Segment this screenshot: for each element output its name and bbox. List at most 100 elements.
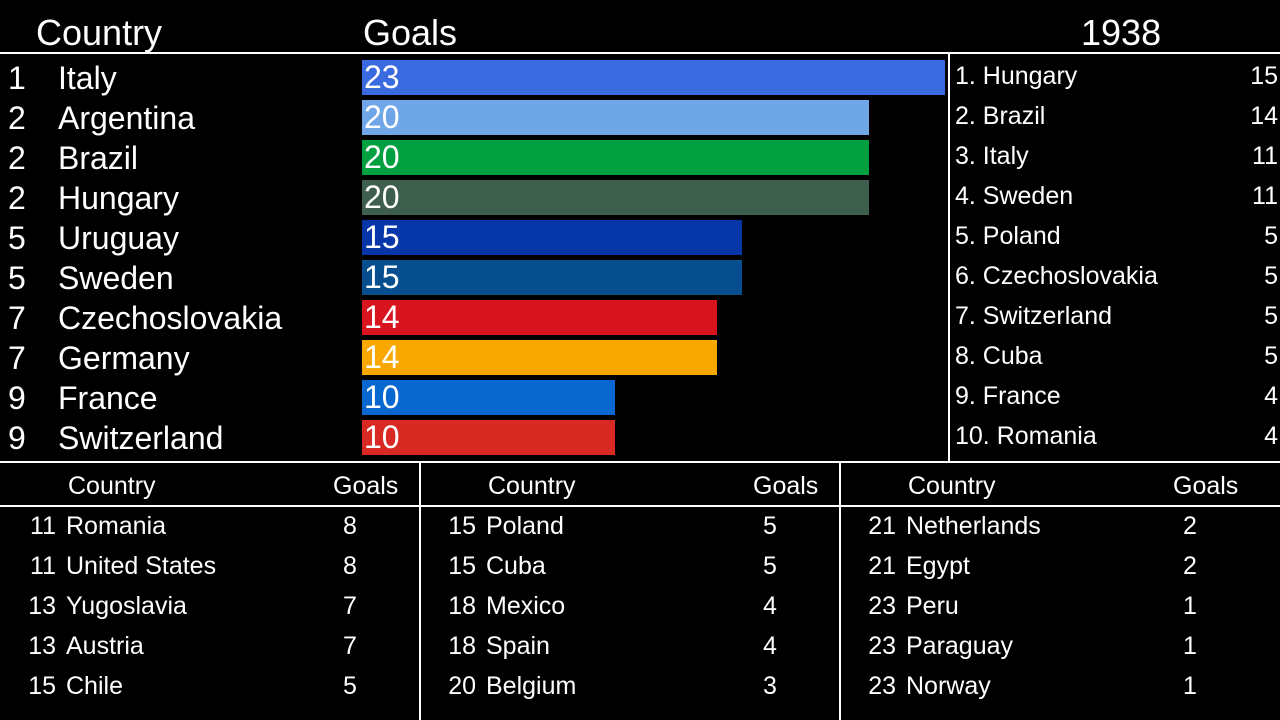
bar-value-label: 14: [364, 299, 400, 335]
table-country: Spain: [486, 632, 550, 660]
table-rank: 11: [30, 512, 56, 540]
bar-brazil: 20: [362, 140, 869, 175]
bar-hungary: 20: [362, 180, 869, 215]
bar-value-label: 20: [364, 99, 400, 135]
bar-value-label: 10: [364, 419, 400, 455]
category-label: Italy: [58, 60, 117, 96]
bar-uruguay: 15: [362, 220, 742, 255]
rank-label: 7: [8, 340, 26, 376]
table-row: 21 Netherlands 2: [864, 506, 1234, 546]
year-table-row: 3. Italy 11: [955, 136, 1278, 176]
table-goals: 1: [1183, 632, 1197, 660]
lower-table-country-header: Country: [908, 472, 996, 500]
bar-switzerland: 10: [362, 420, 615, 455]
rank-label: 2: [8, 100, 26, 136]
year-table-row: 10. Romania 4: [955, 416, 1278, 456]
table-goals: 5: [343, 672, 357, 700]
bar-france: 10: [362, 380, 615, 415]
bar-value-label: 15: [364, 259, 400, 295]
year-table-row: 9. France 4: [955, 376, 1278, 416]
table-row: 18 Spain 4: [444, 626, 814, 666]
table-goals: 3: [763, 672, 777, 700]
table-goals: 4: [763, 592, 777, 620]
rank-label: 7: [8, 300, 26, 336]
year-table-country: 5. Poland: [955, 222, 1061, 250]
bar-czechoslovakia: 14: [362, 300, 717, 335]
table-row: 23 Paraguay 1: [864, 626, 1234, 666]
year-table-row: 8. Cuba 5: [955, 336, 1278, 376]
category-label: Switzerland: [58, 420, 224, 456]
table-goals: 8: [343, 552, 357, 580]
year-table-country: 2. Brazil: [955, 102, 1046, 130]
bar-value-label: 23: [364, 59, 400, 95]
lower-column-divider-1: [419, 461, 421, 720]
year-table-row: 7. Switzerland 5: [955, 296, 1278, 336]
table-row: 15 Cuba 5: [444, 546, 814, 586]
category-label: Brazil: [58, 140, 139, 176]
year-table-country: 8. Cuba: [955, 342, 1043, 370]
table-country: Egypt: [906, 552, 970, 580]
table-goals: 2: [1183, 512, 1197, 540]
table-country: Austria: [66, 632, 144, 660]
year-table-goals: 11: [1252, 142, 1278, 170]
table-row: 13 Austria 7: [24, 626, 394, 666]
bar-value-label: 20: [364, 139, 400, 175]
lower-table-goals-header: Goals: [333, 472, 399, 500]
year-table-goals: 5: [1264, 262, 1278, 290]
table-rank: 21: [868, 512, 896, 540]
table-country: Yugoslavia: [66, 592, 187, 620]
bar-argentina: 20: [362, 100, 869, 135]
table-rank: 23: [868, 592, 896, 620]
table-country: Peru: [906, 592, 959, 620]
table-goals: 7: [343, 632, 357, 660]
table-rank: 13: [28, 632, 56, 660]
bar-value-label: 15: [364, 219, 400, 255]
lower-table-country-header: Country: [488, 472, 576, 500]
table-country: Chile: [66, 672, 123, 700]
year-label: 1938: [1081, 12, 1162, 53]
table-goals: 1: [1183, 592, 1197, 620]
table-row: 15 Chile 5: [24, 666, 394, 706]
category-label: France: [58, 380, 158, 416]
table-country: United States: [66, 552, 217, 580]
year-table-goals: 15: [1250, 62, 1278, 90]
table-country: Norway: [906, 672, 991, 700]
table-goals: 1: [1183, 672, 1197, 700]
table-rank: 23: [868, 672, 896, 700]
table-country: Netherlands: [906, 512, 1041, 540]
table-country: Poland: [486, 512, 564, 540]
table-country: Cuba: [486, 552, 546, 580]
table-rank: 15: [448, 512, 476, 540]
bar-sweden: 15: [362, 260, 742, 295]
header-divider: [0, 52, 1280, 54]
table-country: Belgium: [486, 672, 577, 700]
rank-label: 9: [8, 380, 26, 416]
year-table-country: 3. Italy: [955, 142, 1029, 170]
bar-value-label: 20: [364, 179, 400, 215]
year-table-goals: 5: [1264, 342, 1278, 370]
year-table-goals: 4: [1264, 382, 1278, 410]
table-rank: 15: [448, 552, 476, 580]
goals-column-header: Goals: [363, 12, 458, 53]
lower-table-goals-header: Goals: [753, 472, 819, 500]
year-table-row: 5. Poland 5: [955, 216, 1278, 256]
table-rank: 13: [28, 592, 56, 620]
table-row: 15 Poland 5: [444, 506, 814, 546]
rank-label: 2: [8, 140, 26, 176]
table-row: 11 United States 8: [24, 546, 394, 586]
year-table-goals: 14: [1250, 102, 1278, 130]
category-label: Hungary: [58, 180, 179, 216]
table-country: Mexico: [486, 592, 566, 620]
lower-table-country-header: Country: [68, 472, 156, 500]
category-label: Sweden: [58, 260, 174, 296]
table-goals: 8: [343, 512, 357, 540]
lower-header-divider: [0, 505, 1280, 507]
year-panel-divider: [948, 52, 950, 462]
year-table-country: 7. Switzerland: [955, 302, 1113, 330]
lower-section-divider: [0, 461, 1280, 463]
table-goals: 2: [1183, 552, 1197, 580]
lower-table-goals-header: Goals: [1173, 472, 1239, 500]
table-row: 18 Mexico 4: [444, 586, 814, 626]
table-rank: 20: [448, 672, 476, 700]
table-country: Paraguay: [906, 632, 1014, 660]
